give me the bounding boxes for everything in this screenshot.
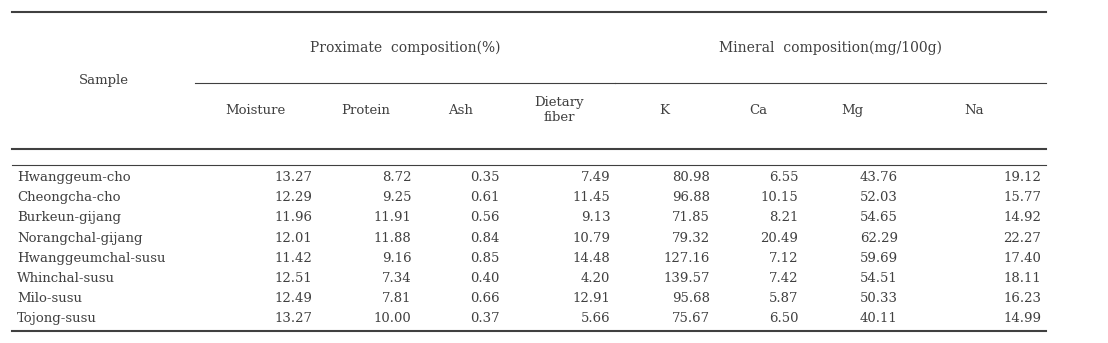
Text: 62.29: 62.29 — [860, 232, 897, 245]
Text: 54.51: 54.51 — [860, 272, 897, 285]
Text: 80.98: 80.98 — [671, 171, 710, 184]
Text: 4.20: 4.20 — [581, 272, 611, 285]
Text: 17.40: 17.40 — [1004, 252, 1042, 264]
Text: Mg: Mg — [841, 104, 863, 117]
Text: 0.37: 0.37 — [470, 312, 500, 325]
Text: 19.12: 19.12 — [1004, 171, 1042, 184]
Text: 139.57: 139.57 — [664, 272, 710, 285]
Text: 79.32: 79.32 — [671, 232, 710, 245]
Text: 11.88: 11.88 — [373, 232, 411, 245]
Text: 6.50: 6.50 — [769, 312, 798, 325]
Text: Hwanggeum-cho: Hwanggeum-cho — [17, 171, 131, 184]
Text: 59.69: 59.69 — [860, 252, 897, 264]
Text: 0.66: 0.66 — [470, 292, 500, 305]
Text: Cheongcha-cho: Cheongcha-cho — [17, 191, 121, 204]
Text: Ca: Ca — [749, 104, 768, 117]
Text: Burkeun-gijang: Burkeun-gijang — [17, 211, 121, 224]
Text: 5.87: 5.87 — [769, 292, 798, 305]
Text: 10.79: 10.79 — [573, 232, 611, 245]
Text: 10.00: 10.00 — [373, 312, 411, 325]
Text: Milo-susu: Milo-susu — [17, 292, 82, 305]
Text: 8.72: 8.72 — [382, 171, 411, 184]
Text: 0.84: 0.84 — [471, 232, 500, 245]
Text: 95.68: 95.68 — [671, 292, 710, 305]
Text: Hwanggeumchal-susu: Hwanggeumchal-susu — [17, 252, 165, 264]
Text: 16.23: 16.23 — [1004, 292, 1042, 305]
Text: Ash: Ash — [448, 104, 472, 117]
Text: 75.67: 75.67 — [671, 312, 710, 325]
Text: 12.91: 12.91 — [573, 292, 611, 305]
Text: 14.99: 14.99 — [1004, 312, 1042, 325]
Text: 18.11: 18.11 — [1004, 272, 1042, 285]
Text: 9.25: 9.25 — [382, 191, 411, 204]
Text: 0.56: 0.56 — [470, 211, 500, 224]
Text: 43.76: 43.76 — [860, 171, 897, 184]
Text: 11.45: 11.45 — [573, 191, 611, 204]
Text: Dietary
fiber: Dietary fiber — [535, 96, 584, 124]
Text: Protein: Protein — [341, 104, 390, 117]
Text: 8.21: 8.21 — [769, 211, 798, 224]
Text: 5.66: 5.66 — [581, 312, 611, 325]
Text: 13.27: 13.27 — [274, 171, 312, 184]
Text: 0.40: 0.40 — [471, 272, 500, 285]
Text: 0.35: 0.35 — [470, 171, 500, 184]
Text: 14.92: 14.92 — [1004, 211, 1042, 224]
Text: 7.49: 7.49 — [581, 171, 611, 184]
Text: 127.16: 127.16 — [664, 252, 710, 264]
Text: 50.33: 50.33 — [860, 292, 897, 305]
Text: K: K — [659, 104, 669, 117]
Text: 12.49: 12.49 — [274, 292, 312, 305]
Text: 11.96: 11.96 — [274, 211, 312, 224]
Text: Norangchal-gijang: Norangchal-gijang — [17, 232, 142, 245]
Text: 11.91: 11.91 — [373, 211, 411, 224]
Text: 9.16: 9.16 — [382, 252, 411, 264]
Text: 12.51: 12.51 — [274, 272, 312, 285]
Text: 13.27: 13.27 — [274, 312, 312, 325]
Text: 96.88: 96.88 — [671, 191, 710, 204]
Text: 14.48: 14.48 — [573, 252, 611, 264]
Text: 22.27: 22.27 — [1004, 232, 1042, 245]
Text: Whinchal-susu: Whinchal-susu — [17, 272, 115, 285]
Text: 10.15: 10.15 — [760, 191, 798, 204]
Text: Tojong-susu: Tojong-susu — [17, 312, 96, 325]
Text: 54.65: 54.65 — [860, 211, 897, 224]
Text: Moisture: Moisture — [225, 104, 286, 117]
Text: 7.12: 7.12 — [769, 252, 798, 264]
Text: 11.42: 11.42 — [274, 252, 312, 264]
Text: 7.81: 7.81 — [382, 292, 411, 305]
Text: Proximate  composition(%): Proximate composition(%) — [309, 40, 500, 55]
Text: 7.34: 7.34 — [382, 272, 411, 285]
Text: 9.13: 9.13 — [581, 211, 611, 224]
Text: 40.11: 40.11 — [860, 312, 897, 325]
Text: 12.01: 12.01 — [274, 232, 312, 245]
Text: 12.29: 12.29 — [274, 191, 312, 204]
Text: 6.55: 6.55 — [769, 171, 798, 184]
Text: 0.61: 0.61 — [470, 191, 500, 204]
Text: 20.49: 20.49 — [760, 232, 798, 245]
Text: 71.85: 71.85 — [671, 211, 710, 224]
Text: Sample: Sample — [79, 74, 129, 87]
Text: 52.03: 52.03 — [860, 191, 897, 204]
Text: Mineral  composition(mg/100g): Mineral composition(mg/100g) — [719, 40, 942, 55]
Text: Na: Na — [964, 104, 984, 117]
Text: 15.77: 15.77 — [1004, 191, 1042, 204]
Text: 0.85: 0.85 — [471, 252, 500, 264]
Text: 7.42: 7.42 — [769, 272, 798, 285]
